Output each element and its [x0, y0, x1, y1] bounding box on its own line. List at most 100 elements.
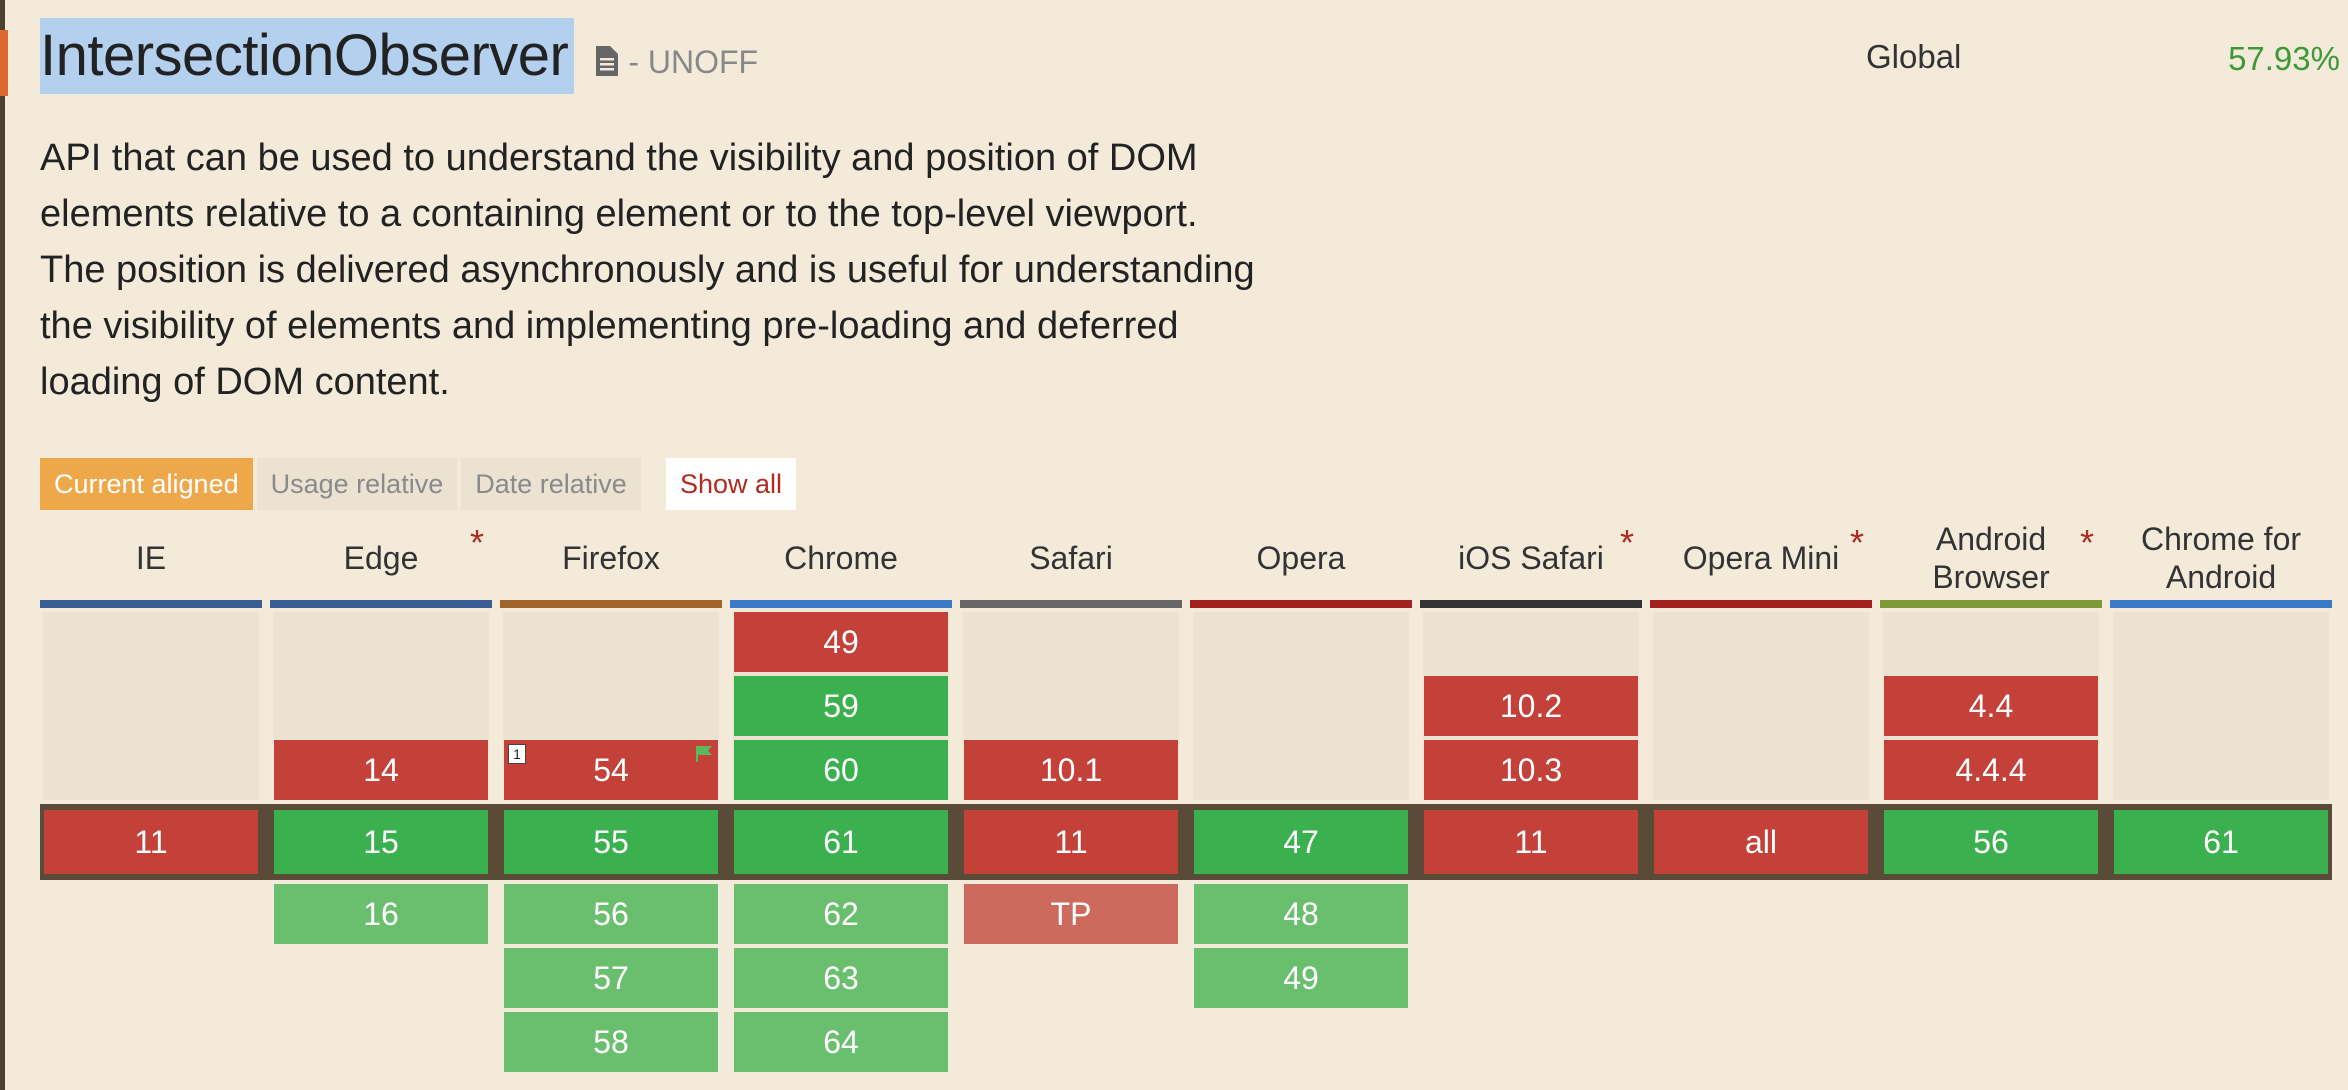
past-version-cell[interactable]: 4.4.4 [1884, 740, 2098, 800]
browser-name: IE [135, 540, 167, 576]
browser-name: Chrome [784, 540, 898, 576]
past-version-cell[interactable]: 49 [734, 612, 948, 672]
browser-color-bar [1420, 600, 1642, 608]
version-label: 61 [823, 823, 859, 860]
version-label: 16 [363, 895, 399, 932]
browser-name: iOS Safari [1458, 540, 1604, 576]
current-version-cell[interactable]: 11 [964, 810, 1178, 874]
browser-header-safari: Safari [960, 516, 1182, 600]
future-version-cell[interactable]: 57 [504, 948, 718, 1008]
past-version-cell[interactable]: 54 1 [504, 740, 718, 800]
version-label: 60 [823, 751, 859, 788]
future-version-cell[interactable]: 58 [504, 1012, 718, 1072]
notes-asterisk-icon[interactable]: * [469, 522, 484, 563]
flag-icon [696, 746, 712, 762]
current-version-cell[interactable]: 15 [274, 810, 488, 874]
left-edge-bar [0, 0, 5, 1090]
past-version-cell[interactable]: 10.2 [1424, 676, 1638, 736]
version-label: TP [1050, 895, 1092, 932]
version-label: 58 [593, 1023, 629, 1060]
version-label: 11 [1514, 823, 1548, 860]
show-all-button[interactable]: Show all [666, 458, 797, 510]
future-version-cell[interactable]: 62 [734, 884, 948, 944]
browser-name: Android Browser [1932, 521, 2050, 595]
browser-header-ios-safari: iOS Safari * [1420, 516, 1642, 600]
browser-name: Opera [1256, 540, 1346, 576]
current-version-cell[interactable]: all [1654, 810, 1868, 874]
current-version-cell[interactable]: 47 [1194, 810, 1408, 874]
version-label: 47 [1283, 823, 1319, 860]
current-version-cell[interactable]: 56 [1884, 810, 2098, 874]
notes-asterisk-icon[interactable]: * [1619, 522, 1634, 563]
browser-name: Firefox [562, 540, 660, 576]
future-version-cell[interactable]: 64 [734, 1012, 948, 1072]
version-label: 48 [1283, 895, 1319, 932]
current-version-cell[interactable]: 61 [2114, 810, 2328, 874]
browser-name: Edge [343, 540, 419, 576]
future-version-cell[interactable]: 49 [1194, 948, 1408, 1008]
past-versions-area [43, 612, 259, 800]
version-label: 14 [363, 751, 399, 788]
current-version-cell[interactable]: 11 [1424, 810, 1638, 874]
global-usage-label: Global [1866, 38, 1962, 75]
browser-name: Safari [1029, 540, 1113, 576]
tab-current-aligned[interactable]: Current aligned [40, 458, 253, 510]
tab-date-relative[interactable]: Date relative [461, 458, 641, 510]
version-label: 10.2 [1499, 687, 1563, 724]
version-label: 11 [134, 823, 168, 860]
spec-status: - UNOFF [628, 43, 759, 80]
version-label: 62 [823, 895, 859, 932]
version-label: 54 [593, 751, 629, 788]
past-version-cell[interactable]: 60 [734, 740, 948, 800]
notes-asterisk-icon[interactable]: * [1849, 522, 1864, 563]
browser-color-bar [1650, 600, 1872, 608]
current-version-cell[interactable]: 55 [504, 810, 718, 874]
version-label: 10.1 [1039, 751, 1103, 788]
browser-name: Chrome for Android [2140, 521, 2302, 595]
browser-color-bar [40, 600, 262, 608]
past-versions-area [2113, 612, 2329, 800]
note-number-badge[interactable]: 1 [508, 744, 526, 764]
past-version-cell[interactable]: 14 [274, 740, 488, 800]
browser-color-bar [1880, 600, 2102, 608]
past-version-cell[interactable]: 10.1 [964, 740, 1178, 800]
browser-header-android-browser: Android Browser * [1880, 516, 2102, 600]
feature-description: API that can be used to understand the v… [40, 137, 1255, 403]
browser-header-chrome-for-android: Chrome for Android [2110, 516, 2332, 600]
version-label: 15 [363, 823, 399, 860]
future-version-cell[interactable]: 56 [504, 884, 718, 944]
current-version-cell[interactable]: 61 [734, 810, 948, 874]
feature-header: IntersectionObserver - UNOFF [40, 18, 758, 94]
future-version-cell[interactable]: TP [964, 884, 1178, 944]
feature-title: IntersectionObserver [40, 18, 575, 94]
browser-color-bar [2110, 600, 2332, 608]
version-label: 11 [1054, 823, 1088, 860]
document-icon[interactable] [594, 46, 619, 76]
version-label: 61 [2203, 823, 2239, 860]
version-label: all [1744, 823, 1777, 860]
future-version-cell[interactable]: 63 [734, 948, 948, 1008]
browser-header-opera-mini: Opera Mini * [1650, 516, 1872, 600]
browser-color-bar [960, 600, 1182, 608]
notes-asterisk-icon[interactable]: * [2079, 522, 2094, 563]
past-version-cell[interactable]: 59 [734, 676, 948, 736]
version-label: 4.4.4 [1955, 751, 2027, 788]
view-mode-tabs: Current aligned Usage relative Date rela… [40, 458, 645, 510]
current-version-cell[interactable]: 11 [44, 810, 258, 874]
version-label: 56 [593, 895, 629, 932]
past-versions-area [1653, 612, 1869, 800]
browser-color-bar [1190, 600, 1412, 608]
past-version-cell[interactable]: 4.4 [1884, 676, 2098, 736]
browser-header-ie: IE [40, 516, 262, 600]
browser-header-chrome: Chrome [730, 516, 952, 600]
future-version-cell[interactable]: 48 [1194, 884, 1408, 944]
past-version-cell[interactable]: 10.3 [1424, 740, 1638, 800]
version-label: 59 [823, 687, 859, 724]
browser-header-opera: Opera [1190, 516, 1412, 600]
future-version-cell[interactable]: 16 [274, 884, 488, 944]
global-usage-percent: 57.93% [2228, 40, 2340, 77]
version-label: 10.3 [1499, 751, 1563, 788]
version-label: 49 [823, 623, 859, 660]
tab-usage-relative[interactable]: Usage relative [256, 458, 458, 510]
browser-header-edge: Edge * [270, 516, 492, 600]
